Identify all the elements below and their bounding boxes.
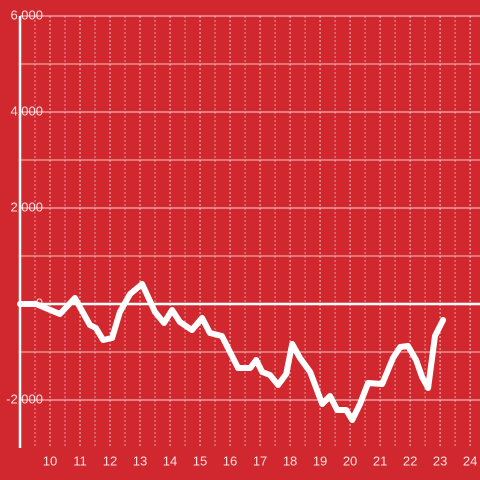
y-tick-label: 2,000 bbox=[10, 199, 43, 214]
y-tick-label: -2,000 bbox=[6, 391, 43, 406]
data-line bbox=[17, 281, 447, 423]
x-tick-label: 16 bbox=[223, 453, 237, 468]
x-tick-label: 21 bbox=[373, 453, 387, 468]
x-tick-label: 17 bbox=[253, 453, 267, 468]
x-tick-label: 15 bbox=[193, 453, 207, 468]
x-tick-label: 24 bbox=[463, 453, 477, 468]
x-tick-label: 18 bbox=[283, 453, 297, 468]
x-tick-label: 20 bbox=[343, 453, 357, 468]
x-tick-label: 10 bbox=[43, 453, 57, 468]
x-tick-label: 19 bbox=[313, 453, 327, 468]
x-tick-label: 12 bbox=[103, 453, 117, 468]
x-tick-label: 11 bbox=[73, 453, 87, 468]
x-tick-label: 22 bbox=[403, 453, 417, 468]
x-tick-label: 13 bbox=[133, 453, 147, 468]
y-tick-label: 4,000 bbox=[10, 103, 43, 118]
y-tick-label: 6,000 bbox=[10, 7, 43, 22]
x-tick-label: 23 bbox=[433, 453, 447, 468]
x-tick-label: 14 bbox=[163, 453, 177, 468]
